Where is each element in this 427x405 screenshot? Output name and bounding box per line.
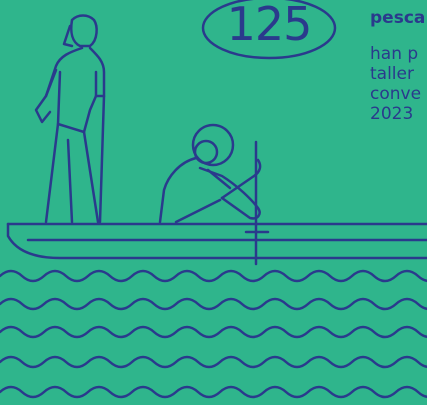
sitting-fisherman — [158, 123, 262, 224]
text-line: conve — [370, 84, 422, 104]
text-line: 2023 — [370, 104, 414, 124]
text-line: taller — [370, 64, 414, 84]
text-line: han p — [370, 44, 419, 64]
stat-circle — [201, 0, 337, 60]
stat-number: 125 — [226, 0, 313, 51]
standing-fisherman — [34, 14, 106, 224]
stat-badge: 125 — [202, 0, 336, 58]
waves — [0, 269, 427, 399]
boat — [6, 222, 427, 260]
description-text: pesca han p taller conve 2023 — [370, 8, 427, 124]
headline: pesca — [370, 8, 426, 28]
fishing-pole — [244, 140, 270, 266]
